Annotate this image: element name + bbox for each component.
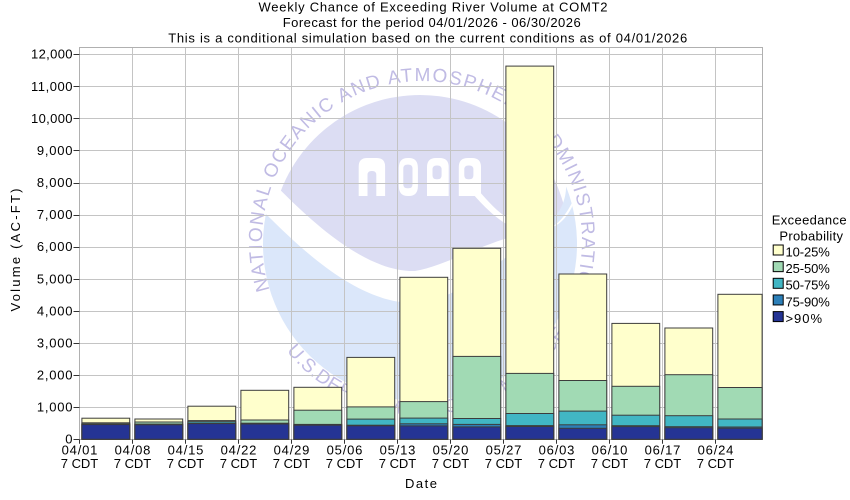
svg-text:06/17: 06/17 (645, 443, 681, 458)
svg-text:Weekly Chance of Exceeding Riv: Weekly Chance of Exceeding River Volume … (259, 0, 608, 15)
svg-text:6,000: 6,000 (37, 239, 73, 254)
svg-text:7 CDT: 7 CDT (538, 456, 576, 471)
svg-text:04/01: 04/01 (62, 443, 98, 458)
svg-text:05/13: 05/13 (380, 443, 416, 458)
svg-text:7,000: 7,000 (37, 207, 73, 222)
svg-text:7 CDT: 7 CDT (432, 456, 470, 471)
svg-text:3,000: 3,000 (37, 336, 73, 351)
svg-text:75-90%: 75-90% (786, 294, 831, 309)
svg-text:7 CDT: 7 CDT (591, 456, 629, 471)
svg-text:7 CDT: 7 CDT (220, 456, 258, 471)
svg-text:06/03: 06/03 (539, 443, 575, 458)
svg-text:7 CDT: 7 CDT (379, 456, 417, 471)
svg-text:9,000: 9,000 (37, 143, 73, 158)
svg-text:10-25%: 10-25% (786, 244, 831, 259)
svg-text:7 CDT: 7 CDT (114, 456, 152, 471)
svg-text:This is a conditional simulati: This is a conditional simulation based o… (168, 30, 687, 45)
svg-text:Date: Date (405, 476, 437, 491)
svg-text:7 CDT: 7 CDT (167, 456, 205, 471)
svg-text:05/27: 05/27 (486, 443, 522, 458)
svg-text:04/15: 04/15 (168, 443, 204, 458)
svg-text:7 CDT: 7 CDT (61, 456, 99, 471)
svg-text:7 CDT: 7 CDT (273, 456, 311, 471)
svg-text:04/29: 04/29 (274, 443, 310, 458)
svg-text:>90%: >90% (786, 311, 823, 326)
svg-text:05/06: 05/06 (327, 443, 363, 458)
svg-text:7 CDT: 7 CDT (326, 456, 364, 471)
svg-text:8,000: 8,000 (37, 175, 73, 190)
svg-text:7 CDT: 7 CDT (697, 456, 735, 471)
svg-text:06/10: 06/10 (592, 443, 628, 458)
svg-text:11,000: 11,000 (31, 79, 73, 94)
svg-text:04/08: 04/08 (115, 443, 151, 458)
svg-text:04/22: 04/22 (221, 443, 257, 458)
svg-text:7 CDT: 7 CDT (644, 456, 682, 471)
svg-text:06/24: 06/24 (698, 443, 734, 458)
svg-text:5,000: 5,000 (37, 271, 73, 286)
svg-text:Probability: Probability (779, 229, 843, 244)
svg-text:12,000: 12,000 (31, 47, 73, 62)
svg-text:05/20: 05/20 (433, 443, 469, 458)
svg-text:Exceedance: Exceedance (772, 213, 847, 228)
svg-text:7 CDT: 7 CDT (485, 456, 523, 471)
svg-text:25-50%: 25-50% (786, 261, 831, 276)
svg-text:2,000: 2,000 (37, 368, 73, 383)
svg-text:4,000: 4,000 (37, 303, 73, 318)
svg-text:0: 0 (65, 432, 72, 447)
svg-text:50-75%: 50-75% (786, 278, 831, 293)
svg-text:Forecast for the period 04/01/: Forecast for the period 04/01/2026 - 06/… (283, 15, 581, 30)
svg-text:1,000: 1,000 (37, 400, 73, 415)
svg-text:10,000: 10,000 (31, 111, 73, 126)
